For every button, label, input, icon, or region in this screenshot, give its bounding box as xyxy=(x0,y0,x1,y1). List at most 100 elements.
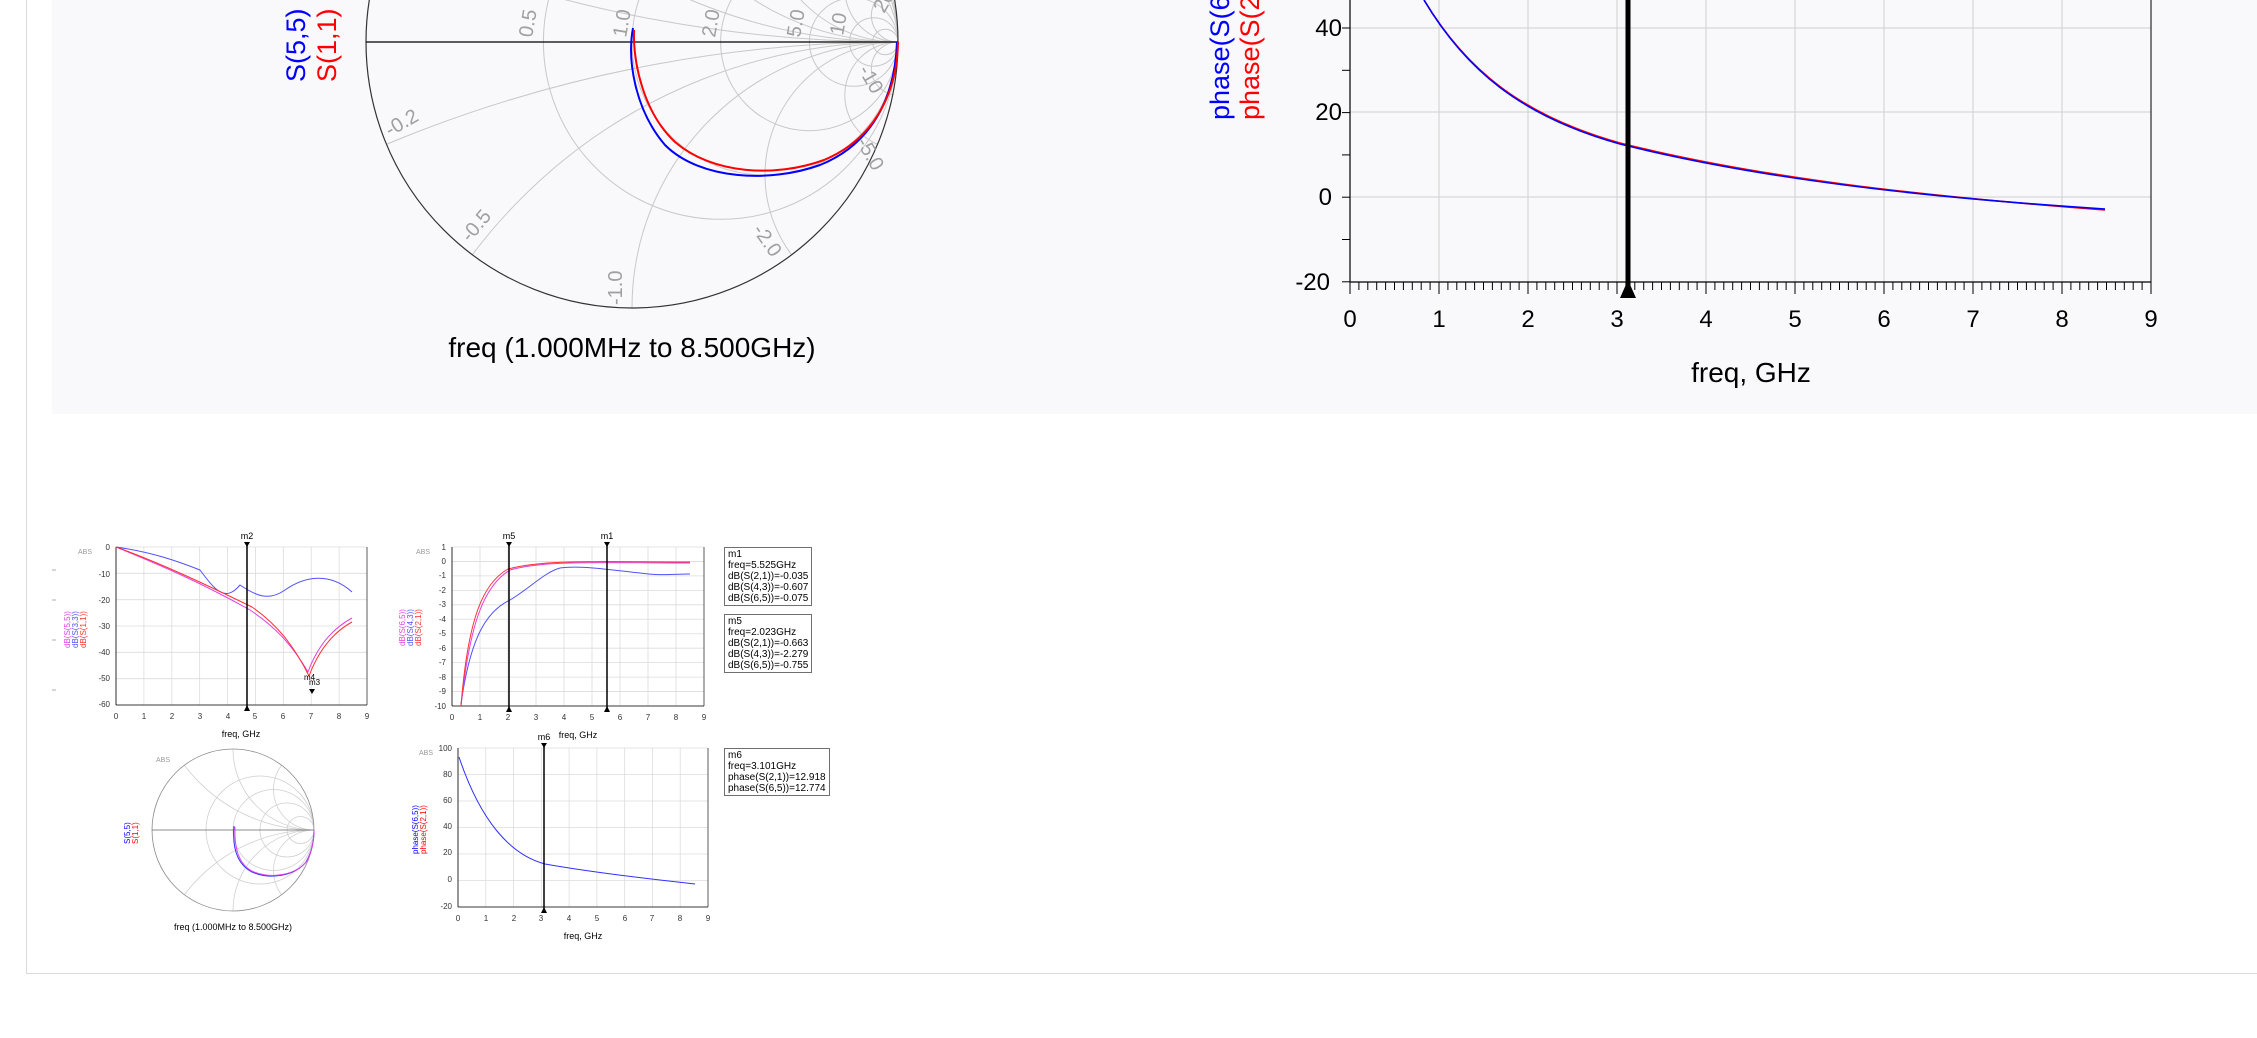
marker-m1-label: m1 xyxy=(601,531,614,541)
x-tick: 9 xyxy=(706,914,711,923)
x-tick: 1 xyxy=(484,914,489,923)
x-tick: 8 xyxy=(674,713,679,722)
trace-ins-s21[interactable] xyxy=(460,561,691,707)
x-tick: 3 xyxy=(198,712,203,721)
marker-m6-triangle[interactable] xyxy=(1620,280,1636,298)
y-tick: 0 xyxy=(442,557,447,566)
x-tick: 9 xyxy=(365,712,370,721)
y-tick: -7 xyxy=(439,658,447,667)
marker-box-line: m1 xyxy=(728,549,742,560)
marker-box-line: dB(S(4,3))=-0.607 xyxy=(728,582,809,593)
trace-phase-s65[interactable] xyxy=(1423,0,2106,210)
y-tick: 100 xyxy=(439,744,453,753)
x-tick: 8 xyxy=(2055,306,2068,333)
y-tick: -60 xyxy=(98,700,110,709)
trace-s11[interactable] xyxy=(632,29,899,172)
x-axis-label: freq, GHz xyxy=(222,729,261,739)
x-tick: 8 xyxy=(678,914,683,923)
y-tick: -1 xyxy=(439,571,447,580)
thumb-db-plot[interactable]: ABS 0 -10 -20 -30 -40 -50 -60 0 1 2 3 4 … xyxy=(52,531,370,739)
y-tick: -40 xyxy=(98,648,110,657)
x-tick: 2 xyxy=(170,712,175,721)
marker-box-line: phase(S(2,1))=12.918 xyxy=(728,772,826,783)
x-tick: 3 xyxy=(534,713,539,722)
small-smith-label-s11: S(1,1) xyxy=(131,822,140,844)
y-tick: 20 xyxy=(443,848,452,857)
y-tick: 20 xyxy=(1315,99,1342,126)
trace-db-s11[interactable] xyxy=(115,546,353,678)
trace-db-s55[interactable] xyxy=(115,546,353,674)
small-smith-label-s55: S(5,5) xyxy=(123,822,132,844)
marker-box-line: m6 xyxy=(728,750,742,761)
marker-m5-label: m5 xyxy=(503,531,516,541)
zoomed-plot-region xyxy=(52,0,2257,414)
marker-box-line: dB(S(2,1))=-0.035 xyxy=(728,571,809,582)
abs-label: ABS xyxy=(78,549,92,556)
x-tick: 6 xyxy=(1877,306,1890,333)
y-tick: 1 xyxy=(442,543,447,552)
y-tick: -10 xyxy=(98,570,110,579)
x-tick: 1 xyxy=(1432,306,1445,333)
abs-label: ABS xyxy=(156,757,170,764)
y-tick: -6 xyxy=(439,644,447,653)
y-tick: 0 xyxy=(448,875,453,884)
trace-small-s11[interactable] xyxy=(234,826,315,876)
x-tick: 2 xyxy=(506,713,511,722)
thumb-phase-plot[interactable]: ABS 100 80 60 40 20 0 -20 0 1 2 3 4 5 6 … xyxy=(411,732,711,941)
x-tick: 6 xyxy=(623,914,628,923)
marker-box-m5[interactable]: m5 freq=2.023GHz dB(S(2,1))=-0.663 dB(S(… xyxy=(724,614,813,673)
y-tick: 40 xyxy=(1315,15,1342,42)
y-tick: -20 xyxy=(440,902,452,911)
thumb-smith-chart[interactable]: ABS S(5,5) S(1,1) freq (1.000MHz to 8.50… xyxy=(123,506,476,1038)
x-tick: 2 xyxy=(512,914,517,923)
y-tick: -2 xyxy=(439,586,447,595)
trace-small-phase[interactable] xyxy=(458,756,696,885)
x-tick: 7 xyxy=(646,713,651,722)
x-tick: 4 xyxy=(567,914,572,923)
trace-ins-s43[interactable] xyxy=(460,566,691,705)
x-tick: 2 xyxy=(1521,306,1534,333)
marker-m4-label: m4 xyxy=(304,673,316,682)
smith-x-label: -0.2 xyxy=(382,105,423,141)
y-tick: 0 xyxy=(1319,184,1332,211)
trace-db-s33[interactable] xyxy=(115,546,353,597)
x-tick: 9 xyxy=(2144,306,2157,333)
thumb-insertion-plot[interactable]: ABS 1 0 -1 -2 -3 -4 -5 -6 -7 -8 -9 -10 0… xyxy=(398,531,707,740)
smith-x-label: -2.0 xyxy=(748,220,786,261)
x-tick: 6 xyxy=(281,712,286,721)
y-tick: -9 xyxy=(439,687,447,696)
y-tick: -3 xyxy=(439,600,447,609)
marker-m3-label: m3 xyxy=(309,678,321,687)
x-tick: 5 xyxy=(253,712,258,721)
y-tick: -20 xyxy=(1295,269,1330,296)
x-tick: 8 xyxy=(337,712,342,721)
x-tick: 9 xyxy=(702,713,707,722)
y-label-s11: dB(S(1,1)) xyxy=(79,611,88,648)
marker-box-line: freq=3.101GHz xyxy=(728,761,797,772)
y-tick: 80 xyxy=(443,770,452,779)
y-label-s21: dB(S(2,1)) xyxy=(414,609,423,646)
marker-box-m6[interactable]: m6 freq=3.101GHz phase(S(2,1))=12.918 ph… xyxy=(724,748,830,796)
marker-box-line: dB(S(6,5))=-0.075 xyxy=(728,593,809,604)
y-label-s43: dB(S(4,3)) xyxy=(406,609,415,646)
marker-box-line: dB(S(4,3))=-2.279 xyxy=(728,649,809,660)
y-label-s21: phase(S(2,1)) xyxy=(419,805,428,854)
smith-r-label: 5.0 xyxy=(783,8,809,39)
y-label-s65: phase(S(6,5)) xyxy=(411,805,420,854)
x-tick: 7 xyxy=(1966,306,1979,333)
large-phase-plot[interactable]: 40 20 0 -20 0 1 2 3 4 5 6 7 8 9 freq, GH… xyxy=(1205,0,2158,388)
marker-box-line: phase(S(6,5))=12.774 xyxy=(728,783,826,794)
x-tick: 5 xyxy=(595,914,600,923)
x-axis-label: freq, GHz xyxy=(559,730,598,740)
y-tick: 40 xyxy=(443,822,452,831)
x-tick: 5 xyxy=(1788,306,1801,333)
x-tick: 5 xyxy=(590,713,595,722)
trace-ins-s65[interactable] xyxy=(460,562,691,707)
x-tick: 6 xyxy=(618,713,623,722)
y-tick: -30 xyxy=(98,622,110,631)
smith-r-label: 0.5 xyxy=(515,8,541,39)
marker-box-m1[interactable]: m1 freq=5.525GHz dB(S(2,1))=-0.035 dB(S(… xyxy=(724,547,813,606)
y-tick: -50 xyxy=(98,674,110,683)
